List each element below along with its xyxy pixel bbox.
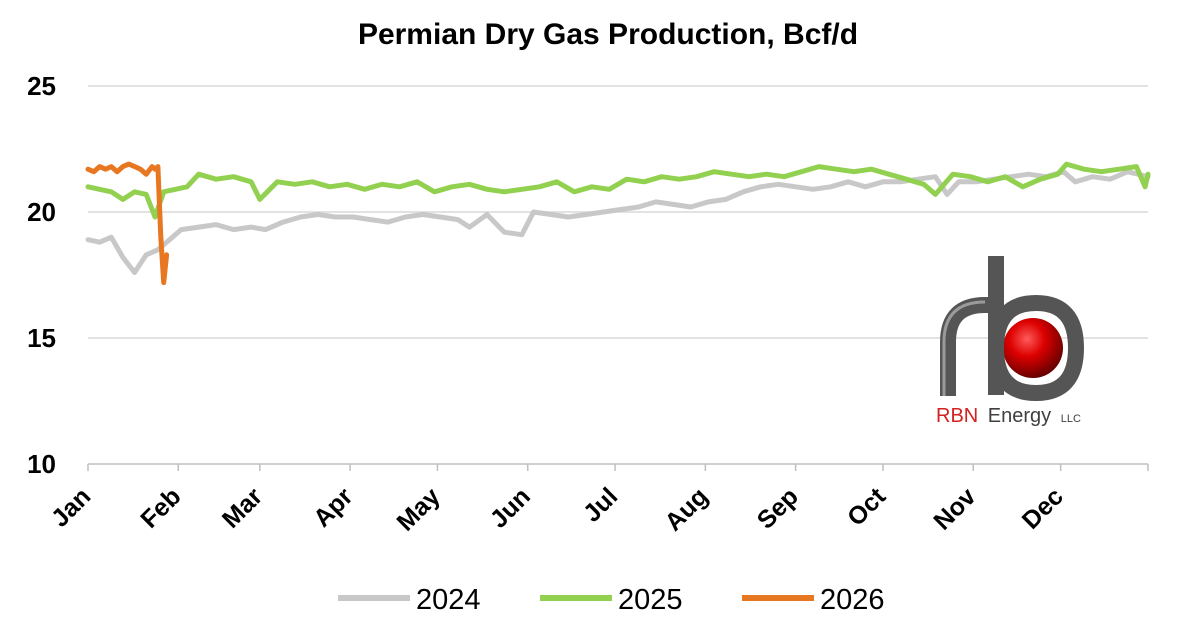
legend-label-2026: 2026	[820, 584, 885, 616]
x-tick-label: Sep	[752, 482, 804, 534]
logo-pipe-r-icon	[940, 297, 996, 396]
logo-text-rbn: RBN	[936, 405, 978, 427]
rbn-energy-logo: RBN Energy LLC	[936, 256, 1085, 427]
x-tick-label: Feb	[135, 482, 186, 533]
series-line-2026	[85, 161, 170, 286]
logo-pipe-b-icon	[988, 256, 1085, 402]
x-tick-label: Dec	[1017, 482, 1069, 534]
x-tick-label: Nov	[928, 482, 981, 535]
logo-text-llc: LLC	[1061, 413, 1081, 425]
svg-text:RBN Energy LLC: RBN Energy LLC	[936, 405, 1081, 427]
logo-text-energy: Energy	[988, 405, 1051, 427]
y-tick-label: 15	[27, 323, 56, 353]
x-tick-label: Jan	[46, 482, 96, 532]
x-tick-label: Aug	[659, 482, 713, 536]
x-tick-label: Oct	[842, 482, 892, 532]
x-tick-label: Jun	[485, 482, 536, 533]
series-line-2025	[85, 161, 1151, 220]
x-tick-label: Apr	[308, 482, 358, 532]
series-line-2024	[85, 169, 1151, 275]
chart-title: Permian Dry Gas Production, Bcf/d	[358, 18, 858, 51]
legend: 2024 2025 2026	[338, 584, 885, 616]
logo-ball-icon	[1003, 318, 1063, 378]
x-tick-label: May	[392, 482, 446, 536]
x-axis: Jan Feb Mar Apr May Jun Jul Aug Sep Oct Nov Dec	[46, 463, 1149, 537]
y-tick-label: 20	[27, 197, 56, 227]
x-tick-label: Mar	[217, 482, 268, 533]
y-axis-ticks: 10 15 20 25	[27, 71, 56, 479]
y-tick-label: 25	[27, 71, 56, 101]
series-lines	[85, 161, 1151, 286]
legend-label-2024: 2024	[416, 584, 481, 616]
x-tick-label: Jul	[578, 482, 623, 527]
y-tick-label: 10	[27, 449, 56, 479]
logo-pipe-highlight	[942, 300, 986, 396]
legend-label-2025: 2025	[618, 584, 683, 616]
